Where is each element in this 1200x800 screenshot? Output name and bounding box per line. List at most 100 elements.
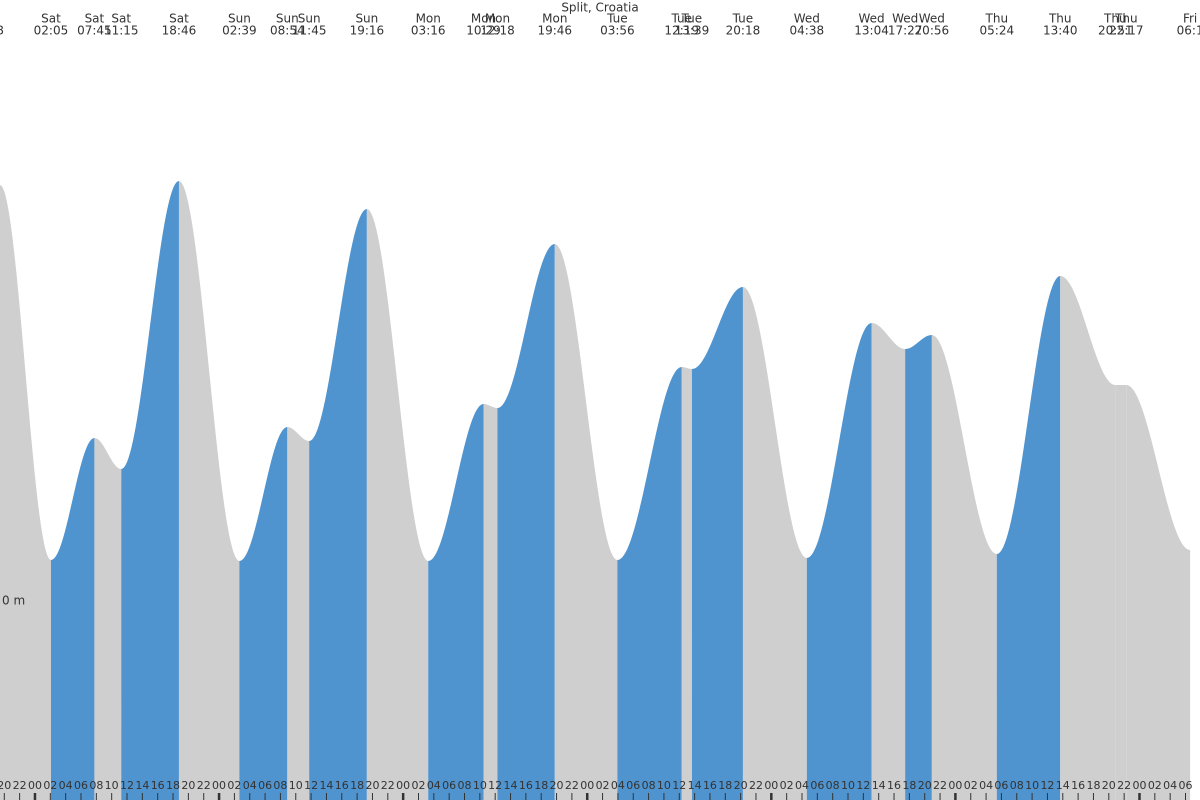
x-tick-label: 20 <box>734 779 748 792</box>
extreme-time: 11:15 <box>104 24 139 38</box>
x-tick-label: 00 <box>764 779 778 792</box>
x-tick-label: 22 <box>381 779 395 792</box>
extreme-day: Thu <box>985 12 1009 26</box>
extreme-time: 20:56 <box>915 24 950 38</box>
extreme-time: 08:54 <box>270 24 305 38</box>
extreme-time: 22:17 <box>1109 24 1144 38</box>
x-tick-label: 00 <box>948 779 962 792</box>
rising-area <box>309 209 367 800</box>
x-tick-label: 02 <box>964 779 978 792</box>
x-tick-label: 18 <box>902 779 916 792</box>
extreme-day: Wed <box>794 12 820 26</box>
x-tick-label: 06 <box>258 779 272 792</box>
x-tick-label: 20 <box>918 779 932 792</box>
x-tick-label: 00 <box>1132 779 1146 792</box>
x-tick-label: 22 <box>13 779 27 792</box>
rising-area <box>806 323 872 800</box>
x-tick-label: 02 <box>780 779 794 792</box>
falling-area <box>0 185 51 800</box>
extreme-time: 11:45 <box>292 24 327 38</box>
rising-area <box>497 244 555 800</box>
x-tick-label: 20 <box>365 779 379 792</box>
extreme-time: 04:38 <box>790 24 825 38</box>
x-tick-label: 18 <box>1086 779 1100 792</box>
extreme-time: 06:1 <box>1177 24 1200 38</box>
x-tick-label: 14 <box>1056 779 1070 792</box>
x-tick-label: 14 <box>872 779 886 792</box>
extreme-day: Sat <box>85 12 105 26</box>
x-tick-label: 20 <box>1102 779 1116 792</box>
x-tick-label: 22 <box>749 779 763 792</box>
x-tick-label: 04 <box>243 779 257 792</box>
extreme-day: Tue <box>670 12 692 26</box>
rising-area <box>905 335 932 800</box>
x-tick-label: 04 <box>979 779 993 792</box>
x-tick-label: 22 <box>933 779 947 792</box>
x-tick-label: 20 <box>0 779 11 792</box>
x-tick-label: 08 <box>1010 779 1024 792</box>
extreme-time: 13:40 <box>1043 24 1078 38</box>
x-tick-label: 06 <box>1179 779 1193 792</box>
y-tick-label: 0 m <box>2 594 25 608</box>
x-tick-label: 04 <box>795 779 809 792</box>
extreme-day: Tue <box>732 12 754 26</box>
x-tick-label: 12 <box>672 779 686 792</box>
x-tick-label: 14 <box>135 779 149 792</box>
extreme-day: Mon <box>471 12 496 26</box>
x-tick-label: 10 <box>289 779 303 792</box>
x-tick-label: 00 <box>212 779 226 792</box>
x-tick-label: 18 <box>166 779 180 792</box>
x-tick-label: 14 <box>319 779 333 792</box>
x-tick-label: 10 <box>841 779 855 792</box>
extreme-day: Sat <box>111 12 131 26</box>
extreme-time: 02:05 <box>34 24 69 38</box>
x-tick-label: 16 <box>1071 779 1085 792</box>
extreme-day: Thu <box>1103 12 1127 26</box>
extreme-time: 8 <box>0 24 4 38</box>
chart-title: Split, Croatia <box>561 1 638 15</box>
x-tick-label: 22 <box>1117 779 1131 792</box>
extreme-time: 20:51 <box>1098 24 1133 38</box>
x-tick-label: 16 <box>335 779 349 792</box>
x-tick-label: 08 <box>826 779 840 792</box>
falling-area <box>483 404 498 800</box>
x-tick-label: 10 <box>657 779 671 792</box>
extreme-day: Wed <box>892 12 918 26</box>
x-tick-label: 16 <box>519 779 533 792</box>
extreme-day: Sat <box>169 12 189 26</box>
rising-area <box>617 367 682 800</box>
x-tick-label: 08 <box>89 779 103 792</box>
rising-area <box>691 287 743 800</box>
x-tick-label: 02 <box>227 779 241 792</box>
extreme-day: Sat <box>41 12 61 26</box>
x-tick-label: 00 <box>580 779 594 792</box>
extreme-time: 19:46 <box>537 24 572 38</box>
extreme-day: Wed <box>858 12 884 26</box>
extreme-time: 13:04 <box>854 24 889 38</box>
x-tick-label: 08 <box>642 779 656 792</box>
extreme-day: Sun <box>228 12 251 26</box>
x-tick-label: 12 <box>856 779 870 792</box>
falling-area <box>681 367 692 800</box>
x-tick-label: 12 <box>488 779 502 792</box>
x-tick-label: 12 <box>120 779 134 792</box>
x-tick-label: 02 <box>43 779 57 792</box>
falling-area <box>178 181 240 800</box>
extreme-time: 20:18 <box>726 24 761 38</box>
extreme-time: 10:29 <box>466 24 501 38</box>
x-tick-label: 20 <box>181 779 195 792</box>
x-tick-label: 02 <box>1148 779 1162 792</box>
extreme-time: 12:19 <box>664 24 699 38</box>
falling-area <box>871 323 906 800</box>
extreme-day: Thu <box>1114 12 1138 26</box>
falling-area <box>931 335 997 800</box>
x-tick-label: 02 <box>596 779 610 792</box>
areas <box>0 181 1191 800</box>
x-tick-label: 04 <box>611 779 625 792</box>
x-tick-label: 18 <box>350 779 364 792</box>
extreme-day: Tue <box>606 12 628 26</box>
extreme-day: Mon <box>416 12 441 26</box>
extreme-time: 13:39 <box>675 24 710 38</box>
falling-area <box>1115 385 1127 800</box>
